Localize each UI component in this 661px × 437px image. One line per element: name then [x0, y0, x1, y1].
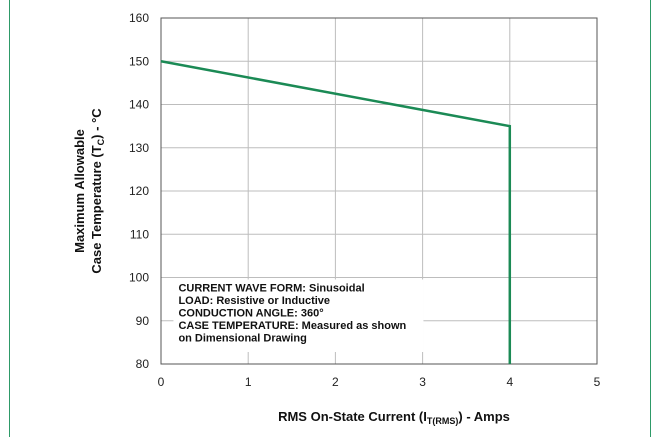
x-tick-label: 3 — [419, 375, 426, 389]
plot-border — [160, 17, 598, 365]
y-tick-label: 140 — [129, 98, 149, 112]
y-tick-labels: 80 90 100 110 120 130 140 150 160 — [129, 11, 149, 371]
annotation-line: CONDUCTION ANGLE: 360° — [178, 308, 323, 320]
x-tick-label: 0 — [158, 375, 165, 389]
x-axis-title-suffix: ) - Amps — [458, 409, 510, 424]
series-layer — [160, 60, 512, 364]
annotation-line: LOAD: Resistive or Inductive — [178, 295, 330, 307]
y-tick-label: 160 — [129, 11, 149, 25]
x-tick-label: 1 — [245, 375, 252, 389]
y-tick-label: 100 — [129, 271, 149, 285]
series-line — [160, 60, 512, 364]
annotation-background — [173, 279, 424, 352]
x-tick-label: 5 — [594, 375, 601, 389]
chart-frame — [9, 0, 651, 437]
x-tick-labels: 0 1 2 3 4 5 — [158, 375, 601, 389]
x-axis-title-prefix: RMS On-State Current (I — [278, 409, 427, 424]
y-tick-label: 150 — [129, 54, 149, 68]
y-axis-title-line2-subscript: C — [96, 138, 106, 145]
y-tick-label: 110 — [130, 227, 149, 241]
x-axis-title-subscript: T(RMS) — [427, 416, 459, 426]
y-axis-title-line2-suffix: ) - °C — [89, 108, 104, 139]
x-axis-title: RMS On-State Current (IT(RMS)) - Amps — [278, 409, 510, 426]
y-axis-title-line2-prefix: Case Temperature (T — [89, 145, 104, 273]
annotation-line: on Dimensional Drawing — [178, 333, 306, 345]
y-tick-label: 90 — [136, 314, 150, 328]
annotation-line: CASE TEMPERATURE: Measured as shown — [178, 320, 406, 332]
y-axis-title-line1: Maximum Allowable — [72, 129, 87, 253]
y-axis-title: Maximum Allowable — [72, 129, 87, 253]
x-tick-label: 2 — [332, 375, 339, 389]
x-tick-label: 4 — [506, 375, 513, 389]
annotation-line: CURRENT WAVE FORM: Sinusoidal — [178, 283, 364, 295]
y-tick-label: 130 — [129, 141, 149, 155]
y-axis-title-line2: Case Temperature (TC) - °C — [89, 108, 106, 274]
y-tick-label: 120 — [129, 184, 149, 198]
y-tick-label: 80 — [136, 357, 150, 371]
